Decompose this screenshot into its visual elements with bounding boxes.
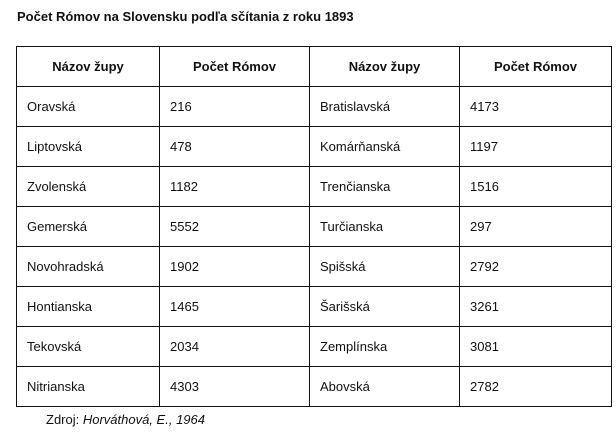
cell-roma-count: 4173 (459, 86, 612, 127)
cell-county-name: Hontianska (16, 286, 160, 327)
table-header-row: Názov župy Počet Rómov Názov župy Počet … (16, 46, 612, 87)
cell-county-name: Bratislavská (309, 86, 460, 127)
page-title: Počet Rómov na Slovensku podľa sčítania … (17, 9, 354, 24)
source-note: Zdroj: Horváthová, E., 1964 (46, 412, 205, 427)
header-county-name: Názov župy (16, 46, 160, 87)
source-label: Zdroj: (46, 412, 80, 427)
cell-roma-count: 1902 (159, 246, 310, 287)
cell-county-name: Gemerská (16, 206, 160, 247)
source-citation: Horváthová, E., 1964 (82, 412, 205, 427)
table-row: Gemerská 5552 Turčianska 297 (16, 206, 612, 247)
header-roma-count: Počet Rómov (459, 46, 612, 87)
cell-roma-count: 3261 (459, 286, 612, 327)
cell-roma-count: 2792 (459, 246, 612, 287)
cell-county-name: Zvolenská (16, 166, 160, 207)
cell-county-name: Nitrianska (16, 366, 160, 407)
cell-roma-count: 297 (459, 206, 612, 247)
table-row: Zvolenská 1182 Trenčianska 1516 (16, 166, 612, 207)
cell-county-name: Šarišská (309, 286, 460, 327)
cell-county-name: Tekovská (16, 326, 160, 367)
header-roma-count: Počet Rómov (159, 46, 310, 87)
table-row: Hontianska 1465 Šarišská 3261 (16, 286, 612, 327)
cell-roma-count: 478 (159, 126, 310, 167)
table-row: Liptovská 478 Komárňanská 1197 (16, 126, 612, 167)
cell-roma-count: 5552 (159, 206, 310, 247)
cell-roma-count: 216 (159, 86, 310, 127)
cell-county-name: Trenčianska (309, 166, 460, 207)
table-row: Nitrianska 4303 Abovská 2782 (16, 366, 612, 407)
cell-county-name: Liptovská (16, 126, 160, 167)
cell-roma-count: 1465 (159, 286, 310, 327)
cell-roma-count: 2034 (159, 326, 310, 367)
cell-county-name: Oravská (16, 86, 160, 127)
cell-roma-count: 1197 (459, 126, 612, 167)
cell-roma-count: 3081 (459, 326, 612, 367)
cell-county-name: Turčianska (309, 206, 460, 247)
cell-county-name: Zemplínska (309, 326, 460, 367)
cell-county-name: Spišská (309, 246, 460, 287)
cell-county-name: Komárňanská (309, 126, 460, 167)
cell-roma-count: 2782 (459, 366, 612, 407)
table-row: Oravská 216 Bratislavská 4173 (16, 86, 612, 127)
cell-roma-count: 1516 (459, 166, 612, 207)
cell-county-name: Novohradská (16, 246, 160, 287)
cell-county-name: Abovská (309, 366, 460, 407)
cell-roma-count: 4303 (159, 366, 310, 407)
table-row: Novohradská 1902 Spišská 2792 (16, 246, 612, 287)
cell-roma-count: 1182 (159, 166, 310, 207)
roma-population-table: Názov župy Počet Rómov Názov župy Počet … (16, 46, 612, 407)
header-county-name: Názov župy (309, 46, 460, 87)
table-row: Tekovská 2034 Zemplínska 3081 (16, 326, 612, 367)
